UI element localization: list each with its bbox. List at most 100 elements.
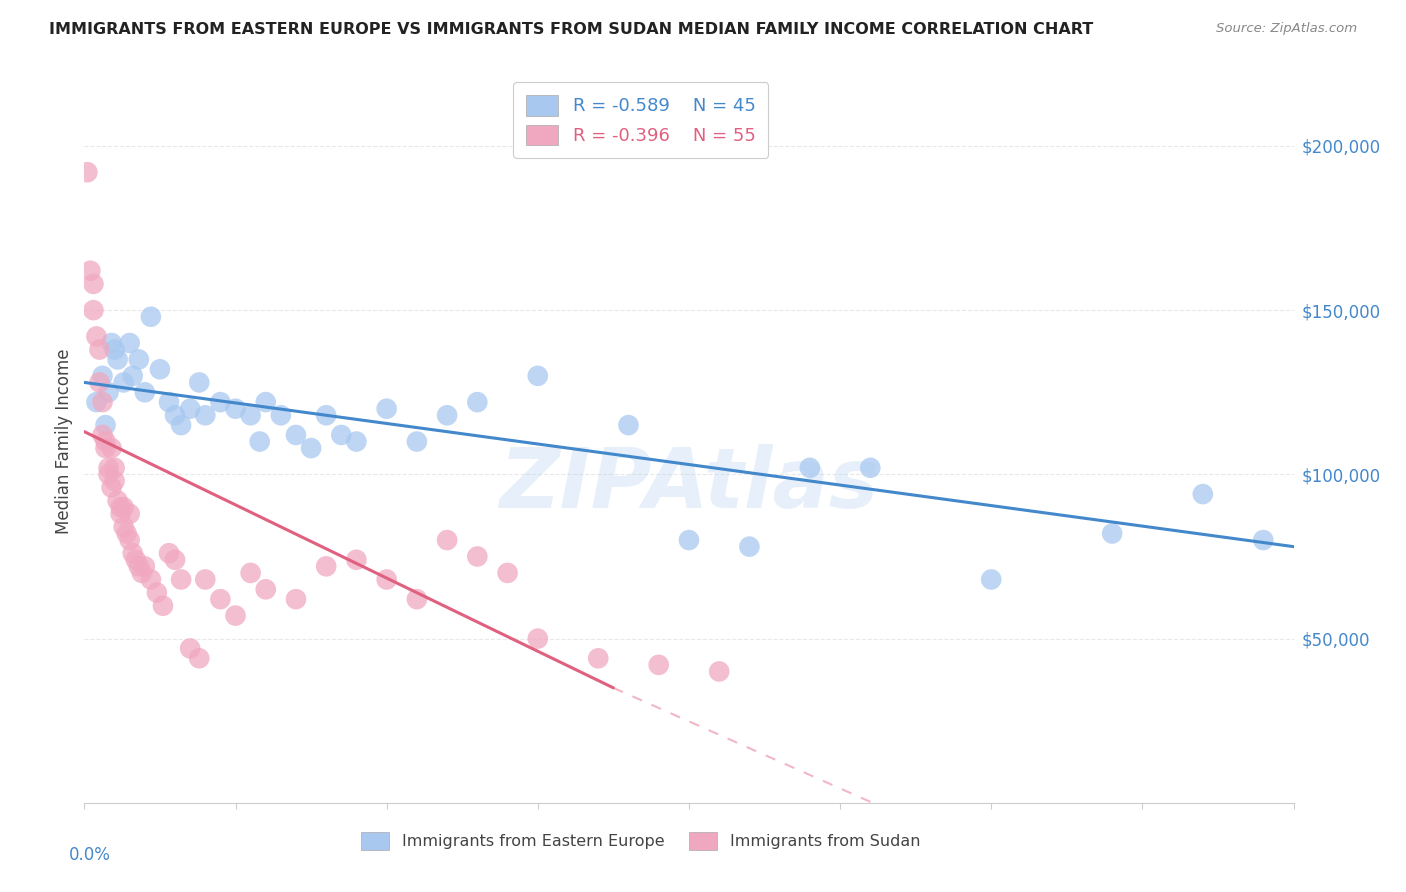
Point	[239, 566, 262, 580]
Point	[110, 500, 132, 515]
Point	[82, 277, 104, 291]
Point	[285, 428, 308, 442]
Point	[91, 395, 114, 409]
Point	[125, 553, 148, 567]
Text: ZIPAtlas: ZIPAtlas	[499, 444, 879, 525]
Point	[678, 533, 700, 547]
Text: IMMIGRANTS FROM EASTERN EUROPE VS IMMIGRANTS FROM SUDAN MEDIAN FAMILY INCOME COR: IMMIGRANTS FROM EASTERN EUROPE VS IMMIGR…	[49, 22, 1094, 37]
Point	[107, 493, 129, 508]
Point	[149, 362, 172, 376]
Point	[89, 376, 111, 390]
Point	[209, 592, 232, 607]
Point	[104, 460, 127, 475]
Point	[94, 434, 117, 449]
Point	[188, 376, 211, 390]
Point	[91, 428, 114, 442]
Point	[128, 559, 150, 574]
Point	[648, 657, 671, 672]
Point	[709, 665, 731, 679]
Point	[330, 428, 353, 442]
Point	[179, 641, 201, 656]
Point	[738, 540, 761, 554]
Point	[118, 533, 141, 547]
Point	[527, 368, 550, 383]
Point	[91, 368, 114, 383]
Point	[97, 467, 120, 482]
Point	[134, 559, 156, 574]
Point	[1253, 533, 1275, 547]
Point	[179, 401, 201, 416]
Point	[107, 352, 129, 367]
Point	[146, 585, 169, 599]
Point	[346, 553, 368, 567]
Point	[254, 395, 277, 409]
Point	[121, 368, 143, 383]
Point	[406, 434, 429, 449]
Point	[299, 441, 322, 455]
Y-axis label: Median Family Income: Median Family Income	[55, 349, 73, 534]
Point	[254, 582, 277, 597]
Point	[157, 546, 180, 560]
Legend: Immigrants from Eastern Europe, Immigrants from Sudan: Immigrants from Eastern Europe, Immigran…	[352, 822, 931, 860]
Point	[157, 395, 180, 409]
Point	[82, 303, 104, 318]
Point	[799, 460, 821, 475]
Point	[110, 507, 132, 521]
Point	[436, 533, 458, 547]
Point	[170, 573, 193, 587]
Point	[375, 573, 398, 587]
Point	[239, 409, 262, 423]
Point	[104, 343, 127, 357]
Point	[100, 441, 122, 455]
Point	[100, 336, 122, 351]
Point	[194, 409, 217, 423]
Point	[406, 592, 429, 607]
Point	[496, 566, 519, 580]
Point	[980, 573, 1002, 587]
Point	[467, 395, 489, 409]
Point	[617, 418, 640, 433]
Point	[97, 385, 120, 400]
Point	[104, 474, 127, 488]
Point	[112, 520, 135, 534]
Point	[121, 546, 143, 560]
Point	[1101, 526, 1123, 541]
Point	[79, 264, 101, 278]
Point	[89, 343, 111, 357]
Point	[94, 418, 117, 433]
Point	[139, 310, 162, 324]
Point	[128, 352, 150, 367]
Point	[112, 376, 135, 390]
Point	[467, 549, 489, 564]
Point	[97, 460, 120, 475]
Point	[588, 651, 610, 665]
Point	[131, 566, 153, 580]
Point	[527, 632, 550, 646]
Point	[249, 434, 271, 449]
Point	[436, 409, 458, 423]
Point	[859, 460, 882, 475]
Point	[152, 599, 174, 613]
Point	[209, 395, 232, 409]
Point	[134, 385, 156, 400]
Point	[165, 553, 187, 567]
Point	[188, 651, 211, 665]
Point	[76, 165, 98, 179]
Point	[86, 395, 108, 409]
Point	[118, 336, 141, 351]
Text: 0.0%: 0.0%	[69, 847, 111, 864]
Point	[86, 329, 108, 343]
Point	[100, 481, 122, 495]
Point	[315, 409, 337, 423]
Point	[1192, 487, 1215, 501]
Point	[270, 409, 292, 423]
Point	[315, 559, 337, 574]
Point	[118, 507, 141, 521]
Point	[285, 592, 308, 607]
Text: Source: ZipAtlas.com: Source: ZipAtlas.com	[1216, 22, 1357, 36]
Point	[165, 409, 187, 423]
Point	[94, 441, 117, 455]
Point	[194, 573, 217, 587]
Point	[375, 401, 398, 416]
Point	[225, 401, 247, 416]
